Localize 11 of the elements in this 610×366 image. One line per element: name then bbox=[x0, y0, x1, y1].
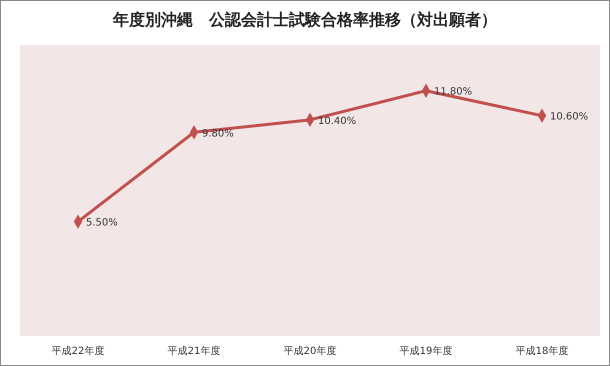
data-label: 9.80% bbox=[202, 128, 234, 140]
data-label: 5.50% bbox=[86, 218, 118, 229]
x-tick-label: 平成18年度 bbox=[516, 345, 568, 357]
data-label: 10.60% bbox=[550, 112, 588, 123]
x-tick-label: 平成19年度 bbox=[400, 345, 452, 357]
data-label: 10.40% bbox=[318, 116, 356, 127]
x-tick-label: 平成20年度 bbox=[284, 345, 336, 357]
data-label: 11.80% bbox=[434, 86, 472, 98]
chart-title: 年度別沖縄 公認会計士試験合格率推移（対出願者） bbox=[112, 10, 497, 29]
x-tick-label: 平成22年度 bbox=[52, 345, 104, 357]
x-tick-label: 平成21年度 bbox=[168, 345, 220, 357]
